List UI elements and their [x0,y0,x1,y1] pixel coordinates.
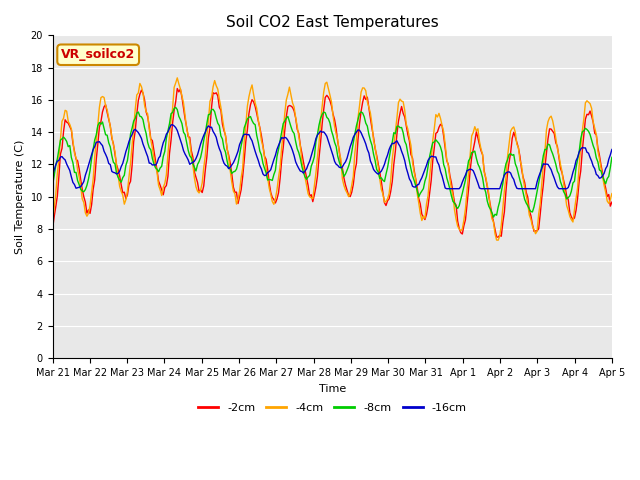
-4cm [494,237,502,243]
-16cm [236,142,243,147]
-8cm [172,105,180,110]
-2cm [173,85,181,91]
-2cm [217,108,225,113]
X-axis label: Time: Time [319,384,346,394]
-16cm [608,146,616,152]
-16cm [217,149,225,155]
-16cm [169,122,177,128]
-8cm [295,150,303,156]
-8cm [117,180,125,185]
-4cm [49,218,56,224]
Legend: -2cm, -4cm, -8cm, -16cm: -2cm, -4cm, -8cm, -16cm [194,398,471,417]
Line: -2cm: -2cm [52,88,612,237]
-16cm [295,166,303,171]
-4cm [608,191,616,196]
-16cm [49,172,56,178]
-4cm [580,116,588,122]
-4cm [217,105,225,110]
-8cm [490,214,497,220]
-2cm [608,199,616,205]
Y-axis label: Soil Temperature (C): Soil Temperature (C) [15,140,25,254]
-4cm [117,189,125,194]
-4cm [295,134,303,140]
-8cm [245,114,253,120]
-16cm [245,132,253,138]
Line: -8cm: -8cm [52,108,612,217]
-2cm [117,182,125,188]
-16cm [580,145,588,151]
-2cm [494,234,502,240]
-2cm [245,111,253,117]
-4cm [236,189,243,194]
-16cm [443,186,451,192]
-8cm [217,133,225,139]
-8cm [580,128,588,133]
-4cm [173,75,181,81]
-2cm [580,132,588,138]
-16cm [117,164,125,169]
Title: Soil CO2 East Temperatures: Soil CO2 East Temperatures [226,15,438,30]
-8cm [49,181,56,187]
Text: VR_soilco2: VR_soilco2 [61,48,135,61]
Line: -4cm: -4cm [52,78,612,240]
-2cm [49,226,56,231]
-2cm [295,131,303,136]
-8cm [236,152,243,158]
-8cm [608,155,616,160]
Line: -16cm: -16cm [52,125,612,189]
-2cm [236,194,243,200]
-4cm [245,94,253,100]
